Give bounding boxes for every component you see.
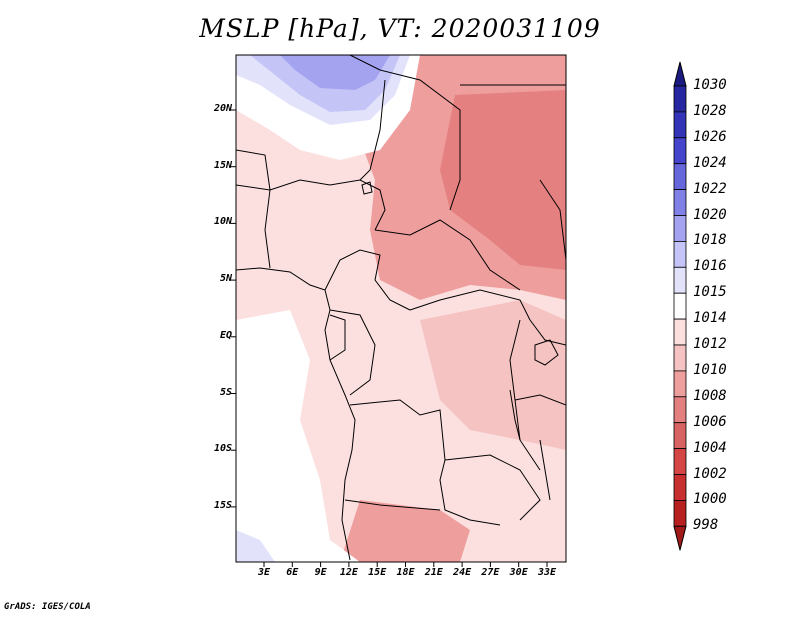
lake-malawi bbox=[539, 439, 551, 501]
colorbar-swatch bbox=[673, 422, 687, 450]
colorbar-level-label: 1030 bbox=[693, 77, 727, 93]
colorbar-level-label: 1015 bbox=[693, 284, 727, 301]
colorbar-level-label: 1028 bbox=[693, 102, 727, 119]
latitude-label: 10S bbox=[213, 443, 232, 455]
colorbar-max-arrow bbox=[673, 61, 687, 87]
lake-tanganyika bbox=[509, 389, 521, 441]
colorbar-level-label: 1014 bbox=[693, 310, 727, 327]
colorbar-swatch bbox=[673, 396, 687, 424]
pressure-region-sudan-low bbox=[440, 90, 566, 270]
colorbar-swatch bbox=[673, 240, 687, 268]
border-car bbox=[374, 219, 521, 291]
colorbar-swatch bbox=[673, 344, 687, 372]
border-zambia bbox=[444, 454, 541, 521]
colorbar-level-label: 1026 bbox=[693, 128, 727, 145]
pressure-region-atlantic bbox=[236, 310, 360, 562]
pressure-region-angola bbox=[340, 500, 470, 562]
longitude-label: 21E bbox=[424, 567, 443, 578]
colorbar-swatch bbox=[673, 266, 687, 294]
longitude-label: 3E bbox=[257, 567, 271, 578]
border-uganda-kenya bbox=[529, 319, 566, 346]
map-title: MSLP [hPa], VT: 2020031109 bbox=[199, 14, 601, 43]
pressure-field bbox=[236, 55, 566, 562]
colorbar-swatch bbox=[673, 111, 687, 139]
longitude-label: 18E bbox=[396, 567, 415, 578]
border-sahel bbox=[236, 179, 386, 231]
colorbar-level-label: 1020 bbox=[693, 206, 727, 223]
border-tanzania bbox=[514, 394, 566, 406]
colorbar-swatch bbox=[673, 189, 687, 216]
colorbar-swatch bbox=[673, 499, 687, 527]
border-libya-egypt bbox=[349, 55, 461, 211]
longitude-label: 27E bbox=[481, 567, 500, 578]
colorbar-swatch bbox=[673, 474, 687, 501]
border-angola-south bbox=[344, 499, 441, 511]
grads-credit: GrADS: IGES/COLA bbox=[4, 602, 91, 612]
border-west bbox=[236, 149, 271, 191]
colorbar-level-label: 1018 bbox=[693, 232, 727, 249]
lake-chad bbox=[361, 181, 373, 195]
pressure-region-congo bbox=[420, 300, 566, 450]
colorbar-level-label: 1000 bbox=[693, 491, 727, 508]
latitude-label: EQ bbox=[219, 329, 232, 341]
pressure-region-southwest bbox=[236, 530, 275, 562]
latitude-label: 20N bbox=[213, 103, 232, 114]
colorbar-level-label: 1010 bbox=[693, 361, 727, 378]
border-sudan-ethiopia bbox=[539, 179, 566, 261]
latitude-label: 5N bbox=[219, 273, 232, 285]
border-cameroon bbox=[324, 249, 411, 311]
country-borders bbox=[236, 55, 566, 561]
coastline-west-africa bbox=[236, 267, 356, 561]
longitude-label: 12E bbox=[339, 567, 358, 578]
border-drc-north bbox=[409, 289, 531, 321]
longitude-ticks bbox=[263, 562, 548, 567]
colorbar-swatch bbox=[673, 370, 687, 398]
colorbar-min-arrow bbox=[673, 525, 687, 551]
colorbar-level-label: 1012 bbox=[693, 336, 727, 352]
border-nigeria bbox=[264, 189, 271, 269]
longitude-label: 33E bbox=[537, 567, 557, 578]
colorbar-level-label: 1008 bbox=[693, 387, 727, 404]
latitude-label: 5S bbox=[219, 386, 232, 398]
map-frame bbox=[235, 54, 567, 563]
colorbar-level-label: 1016 bbox=[693, 258, 727, 275]
colorbar-level-label: 1024 bbox=[693, 154, 727, 171]
colorbar-swatch bbox=[673, 215, 687, 242]
latitude-label: 15N bbox=[213, 159, 232, 171]
pressure-region-sahara-high-core bbox=[280, 55, 390, 90]
longitude-label: 9E bbox=[314, 567, 327, 578]
colorbar-swatch bbox=[673, 85, 687, 113]
border-gabon bbox=[329, 314, 346, 361]
colorbar-swatch bbox=[673, 163, 687, 190]
border-congo bbox=[329, 309, 376, 396]
longitude-label: 15E bbox=[368, 567, 387, 578]
latitude-label: 15S bbox=[213, 499, 232, 511]
colorbar-swatch bbox=[673, 137, 687, 165]
longitude-label: 30E bbox=[509, 567, 528, 578]
colorbar-level-label: 1006 bbox=[693, 413, 727, 430]
longitude-label: 6E bbox=[286, 567, 299, 578]
colorbar-level-label: 1004 bbox=[693, 439, 727, 456]
latitude-ticks bbox=[231, 109, 236, 508]
colorbar-level-label: 1002 bbox=[693, 465, 727, 482]
border-chad bbox=[359, 79, 386, 181]
colorbar-level-label: 998 bbox=[693, 517, 719, 534]
colorbar-swatch bbox=[673, 448, 687, 475]
longitude-label: 24E bbox=[453, 567, 472, 578]
colorbar-swatch bbox=[673, 292, 687, 320]
latitude-label: 10N bbox=[213, 216, 232, 228]
colorbar-level-label: 1022 bbox=[693, 180, 727, 197]
colorbar-swatch bbox=[673, 318, 687, 346]
lake-victoria bbox=[534, 339, 559, 366]
